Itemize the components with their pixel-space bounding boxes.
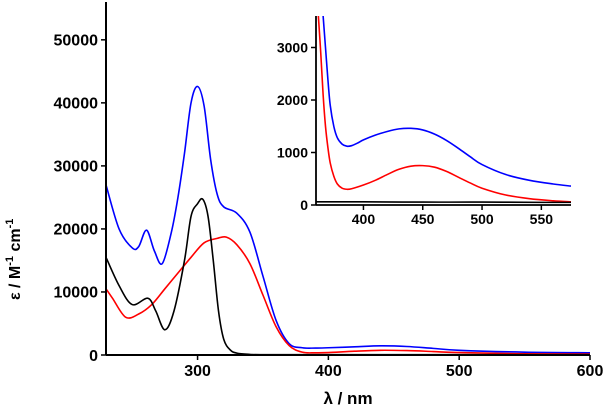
- inset-plot: 400 450 500 550 0 1000 2000 3000: [277, 16, 571, 227]
- inset-y-tick-label: 1000: [277, 145, 308, 161]
- main-y-tick-label: 50000: [54, 33, 99, 50]
- inset-x-tick-label: 450: [411, 211, 435, 227]
- main-x-tick-label: 600: [577, 363, 604, 380]
- inset-y-tick-label: 2000: [277, 92, 308, 108]
- inset-x-tick-label: 550: [530, 211, 554, 227]
- inset-series-red-line: [317, 16, 571, 203]
- inset-x-tick-label: 500: [470, 211, 494, 227]
- main-x-tick-label: 300: [184, 363, 211, 380]
- main-y-tick-label: 10000: [54, 285, 99, 302]
- x-axis-title: λ / nm: [323, 389, 372, 408]
- inset-y-tick-label: 0: [300, 197, 308, 213]
- main-series-blue-line: [106, 85, 590, 354]
- main-y-tick-label: 20000: [54, 222, 99, 239]
- main-series-red-line: [106, 235, 590, 355]
- main-y-tick-label: 0: [89, 348, 98, 365]
- inset-x-tick-label: 400: [352, 211, 376, 227]
- main-y-tick-label: 30000: [54, 159, 99, 176]
- main-x-tick-label: 500: [446, 363, 473, 380]
- inset-y-tick-label: 3000: [277, 40, 308, 56]
- main-x-tick-label: 400: [315, 363, 342, 380]
- y-axis-title: ε / M-1 cm-1: [4, 219, 24, 300]
- main-series-black-line: [106, 197, 590, 355]
- main-y-tick-label: 40000: [54, 96, 99, 113]
- inset-series-blue-line: [322, 16, 571, 187]
- inset-series-black-line: [316, 201, 571, 204]
